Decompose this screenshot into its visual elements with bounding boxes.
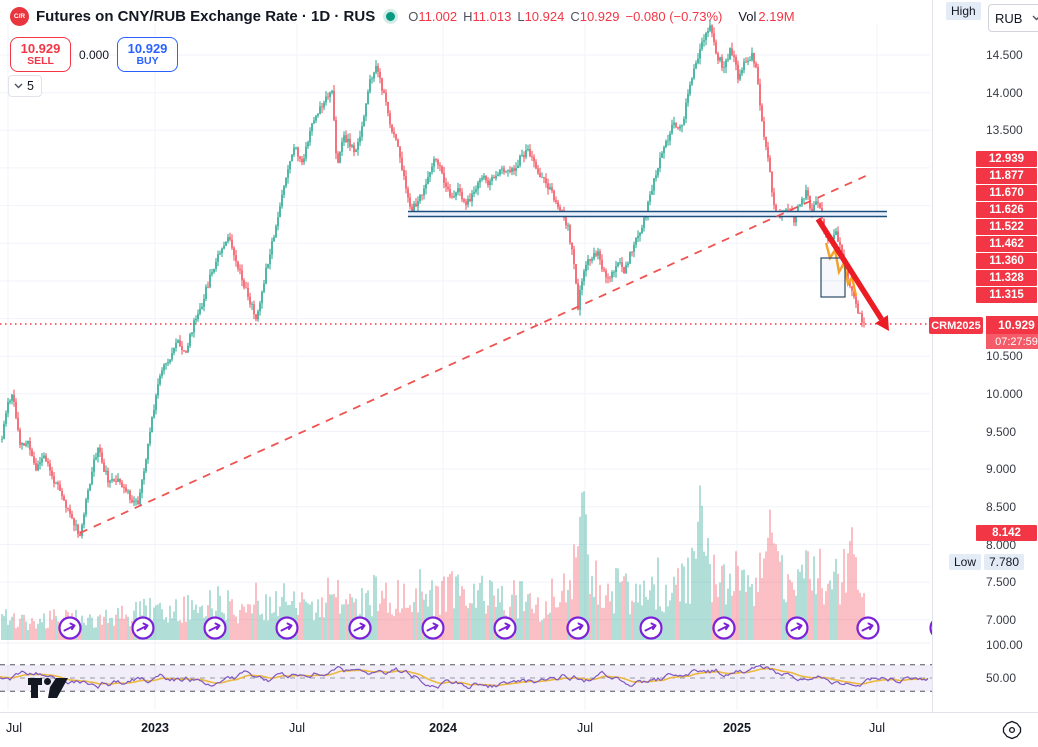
close-label: C [570,9,580,24]
currency-value: RUB [995,10,1023,26]
contract-rollover-icon[interactable] [712,616,736,640]
time-tick: 2024 [429,721,457,735]
sell-label: SELL [27,54,54,67]
price-tick: 14.500 [986,48,1023,62]
gridlines [0,24,930,710]
contract-badge: CRM2025 [929,317,983,334]
open-value: 11.002 [418,9,458,24]
price-tick: 8.500 [986,500,1017,514]
time-tick: 2023 [141,721,169,735]
down-arrow-head [875,315,889,331]
high-marker-badge: High [946,2,981,20]
open-label: O [408,9,419,24]
session-countdown: 07:27:59 [986,334,1038,349]
volume-bars-up [1,485,837,640]
alert-price-label[interactable]: 11.315 [976,287,1037,303]
time-tick: 2025 [723,721,751,735]
spread-value: 0.000 [79,47,110,62]
alert-price-label[interactable]: 11.360 [976,253,1037,269]
sell-price: 10.929 [20,40,61,56]
symbol-logo: C/R [10,7,29,26]
gear-icon[interactable] [1001,719,1023,741]
trend-line[interactable] [79,173,871,534]
contract-rollover-icon[interactable] [639,616,663,640]
sell-button[interactable]: 10.929 SELL [10,37,71,72]
alert-price-label[interactable]: 11.328 [976,270,1037,286]
chevron-down-icon [14,83,23,89]
price-tick: 10.500 [986,349,1023,363]
contract-rollover-icon[interactable] [856,616,880,640]
high-label: H [463,9,473,24]
contract-rollover-icon[interactable] [348,616,372,640]
currency-selector[interactable]: RUB [988,4,1038,32]
close-value: 10.929 [579,9,620,24]
change-value: −0.080 (−0.73%) [625,9,723,24]
price-axis[interactable]: CRM2025 10.929 07:27:59 14.500 14.000 13.5… [929,0,1038,712]
low-marker-badge: Low [949,554,982,570]
resistance-line-fill[interactable] [408,211,887,217]
alert-price-label[interactable]: 8.142 [976,525,1037,541]
high-value: 11.013 [472,9,512,24]
market-status-dot[interactable] [386,12,396,21]
alert-price-label[interactable]: 11.522 [976,219,1037,235]
rsi-ma-line [0,667,929,687]
ohlc-values: O11.002 H11.013 L10.924 C10.929 −0.080 (… [408,9,794,24]
contract-rollover-icon[interactable] [203,616,227,640]
time-tick: Jul [577,721,593,735]
time-tick: Jul [289,721,305,735]
price-tick: 10.000 [986,387,1023,401]
buy-label: BUY [136,54,159,67]
rsi-line [0,665,929,690]
zigzag-marks [824,242,858,297]
alert-price-label[interactable]: 11.626 [976,202,1037,218]
time-tick: Jul [6,721,22,735]
contract-rollover-icon[interactable] [785,616,809,640]
alert-price-label[interactable]: 11.462 [976,236,1037,252]
current-price-label: 10.929 [986,316,1038,334]
time-tick: Jul [869,721,885,735]
pattern-rectangle[interactable] [820,257,846,298]
price-tick: 7.000 [986,613,1017,627]
contract-rollover-icon[interactable] [131,616,155,640]
contract-rollover-icon[interactable] [493,616,517,640]
price-tick: 100.00 [986,638,1023,652]
price-tick: 13.500 [986,123,1023,137]
alert-price-label[interactable]: 11.670 [976,185,1037,201]
contract-rollover-icon[interactable] [58,616,82,640]
low-label: L [517,9,525,24]
price-tick: 9.000 [986,462,1017,476]
chevron-down-icon [1032,15,1038,21]
low-value: 10.924 [524,9,565,24]
alert-price-label[interactable]: 12.939 [976,151,1037,167]
time-axis[interactable]: Jul 2023 Jul 2024 Jul 2025 Jul [0,712,1038,747]
tradingview-logo[interactable] [28,678,68,700]
contract-rollover-icon[interactable] [566,616,590,640]
price-tick: 7.500 [986,575,1017,589]
alert-price-label[interactable]: 11.877 [976,168,1037,184]
down-arrow[interactable] [815,217,884,321]
buy-button[interactable]: 10.929 BUY [117,37,179,72]
trade-panel: 10.929 SELL 0.000 10.929 BUY [10,37,179,72]
low-value-label: 7.780 [984,554,1025,570]
chart-header: C/R Futures on CNY/RUB Exchange Rate · 1… [10,7,795,26]
price-tick: 50.00 [986,671,1017,685]
price-tick: 14.000 [986,86,1023,100]
indicators-collapse-button[interactable]: 5 [8,75,42,97]
price-tick: 9.500 [986,425,1017,439]
volume-value: 2.19M [758,9,795,24]
collapsed-count: 5 [27,79,34,93]
volume-label: Vol [738,9,757,24]
symbol-title[interactable]: Futures on CNY/RUB Exchange Rate · 1D · … [36,8,376,25]
buy-price: 10.929 [127,40,168,56]
candle-wicks-up [1,19,837,539]
price-tick: 8.000 [986,538,1017,552]
volume-bars-down [13,509,865,640]
contract-rollover-icon[interactable] [421,616,445,640]
contract-rollover-icon[interactable] [275,616,299,640]
